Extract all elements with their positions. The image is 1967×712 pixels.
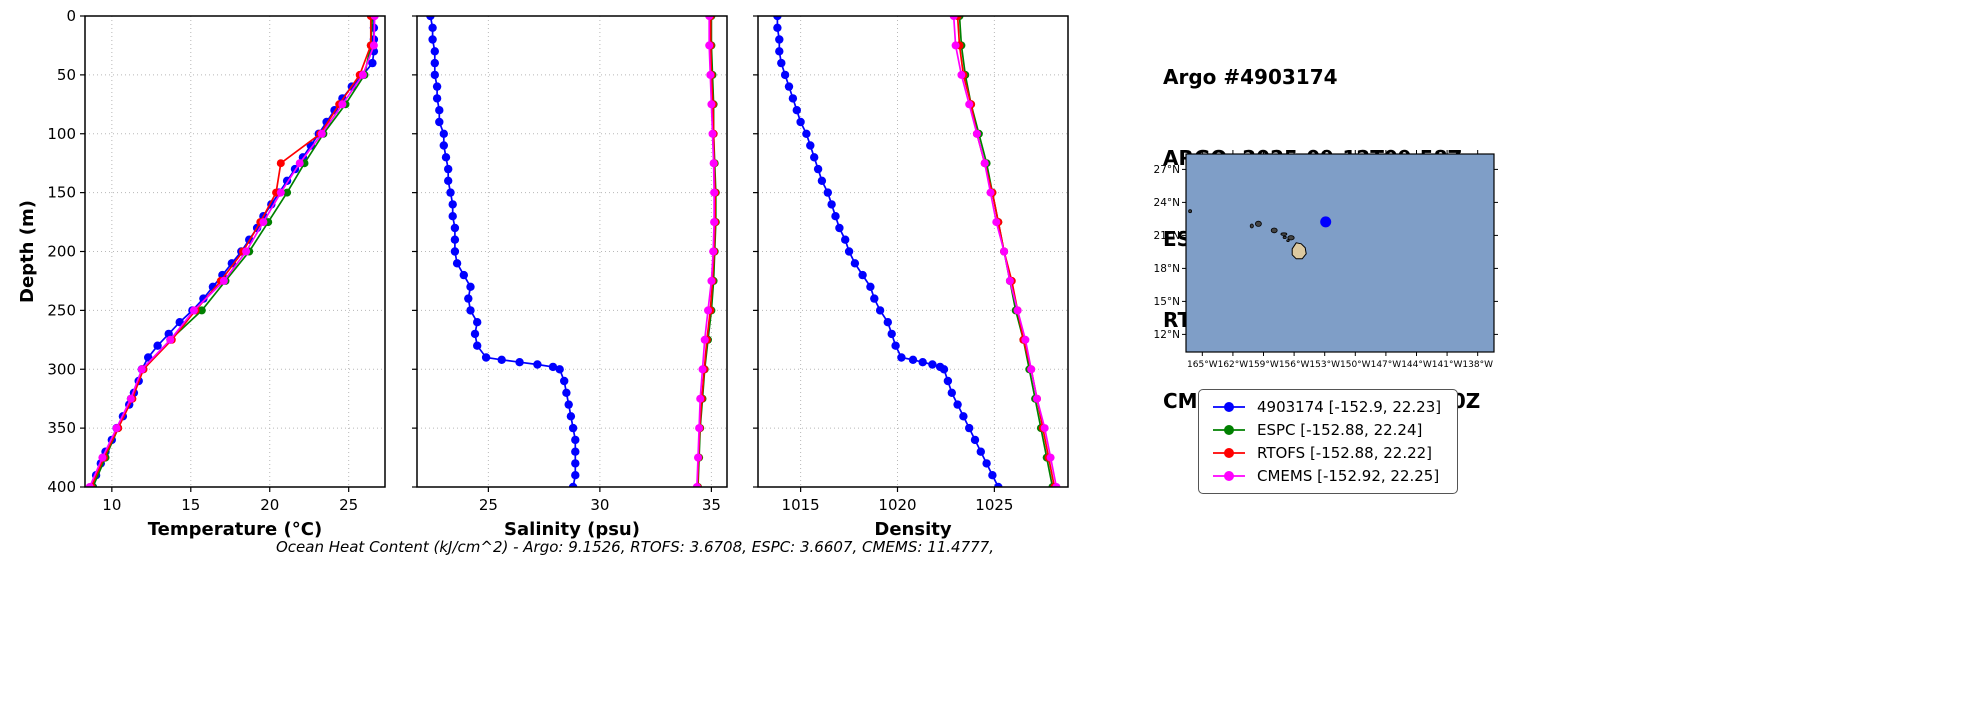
location-map: 12°N 15°N 18°N 21°N 24°N 27°N 165°W 162°W 159°W 1…: [1148, 142, 1528, 371]
svg-text:162°W: 162°W: [1218, 360, 1249, 367]
svg-text:1015: 1015: [782, 496, 820, 514]
svg-text:21°N: 21°N: [1154, 230, 1180, 242]
svg-text:300: 300: [47, 360, 76, 378]
legend-label: CMEMS [-152.92, 22.25]: [1257, 467, 1440, 485]
legend-label: 4903174 [-152.9, 22.23]: [1257, 398, 1442, 416]
legend-item: ESPC [-152.88, 22.24]: [1211, 421, 1441, 439]
svg-text:400: 400: [47, 478, 76, 496]
legend-marker-icon: [1213, 471, 1245, 481]
svg-text:144°W: 144°W: [1401, 360, 1432, 367]
svg-text:1025: 1025: [975, 496, 1013, 514]
legend-item: CMEMS [-152.92, 22.25]: [1211, 467, 1441, 485]
svg-text:Density: Density: [874, 519, 951, 540]
ocean-heat-content-note: Ocean Heat Content (kJ/cm^2) - Argo: 9.1…: [275, 538, 994, 556]
svg-text:1020: 1020: [878, 496, 916, 514]
legend: 4903174 [-152.9, 22.23] ESPC [-152.88, 22…: [1198, 389, 1459, 494]
legend-label: ESPC [-152.88, 22.24]: [1257, 421, 1423, 439]
svg-text:18°N: 18°N: [1154, 263, 1180, 275]
svg-text:350: 350: [47, 419, 76, 437]
svg-text:30: 30: [590, 496, 609, 514]
legend-label: RTOFS [-152.88, 22.22]: [1257, 444, 1433, 462]
float-title: Argo #4903174: [1163, 65, 1338, 89]
svg-text:35: 35: [702, 496, 721, 514]
svg-text:20: 20: [260, 496, 279, 514]
svg-text:0: 0: [66, 7, 76, 25]
svg-text:25: 25: [479, 496, 498, 514]
svg-text:Depth (m): Depth (m): [17, 200, 38, 303]
legend-item: 4903174 [-152.9, 22.23]: [1211, 398, 1441, 416]
svg-text:159°W: 159°W: [1248, 360, 1279, 367]
svg-text:250: 250: [47, 301, 76, 319]
svg-text:153°W: 153°W: [1309, 360, 1340, 367]
legend-marker-icon: [1213, 425, 1245, 435]
legend-marker-icon: [1213, 402, 1245, 412]
svg-text:138°W: 138°W: [1462, 360, 1493, 367]
svg-text:27°N: 27°N: [1154, 164, 1180, 176]
svg-text:15°N: 15°N: [1154, 296, 1180, 308]
svg-text:50: 50: [57, 66, 76, 84]
svg-text:141°W: 141°W: [1432, 360, 1463, 367]
svg-text:156°W: 156°W: [1279, 360, 1310, 367]
profile-panels-chart: 10 15 20 25050100150200250300350400Temperat…: [17, 7, 1069, 540]
svg-text:150°W: 150°W: [1340, 360, 1371, 367]
svg-text:200: 200: [47, 243, 76, 261]
svg-text:147°W: 147°W: [1371, 360, 1402, 367]
svg-text:25: 25: [339, 496, 358, 514]
svg-text:15: 15: [181, 496, 200, 514]
svg-text:12°N: 12°N: [1154, 329, 1180, 341]
svg-text:100: 100: [47, 125, 76, 143]
svg-text:150: 150: [47, 184, 76, 202]
legend-item: RTOFS [-152.88, 22.22]: [1211, 444, 1441, 462]
svg-text:Salinity (psu): Salinity (psu): [504, 519, 640, 540]
svg-text:165°W: 165°W: [1187, 360, 1218, 367]
svg-text:24°N: 24°N: [1154, 197, 1180, 209]
legend-marker-icon: [1213, 448, 1245, 458]
svg-text:Temperature (°C): Temperature (°C): [148, 519, 322, 540]
svg-text:10: 10: [102, 496, 121, 514]
